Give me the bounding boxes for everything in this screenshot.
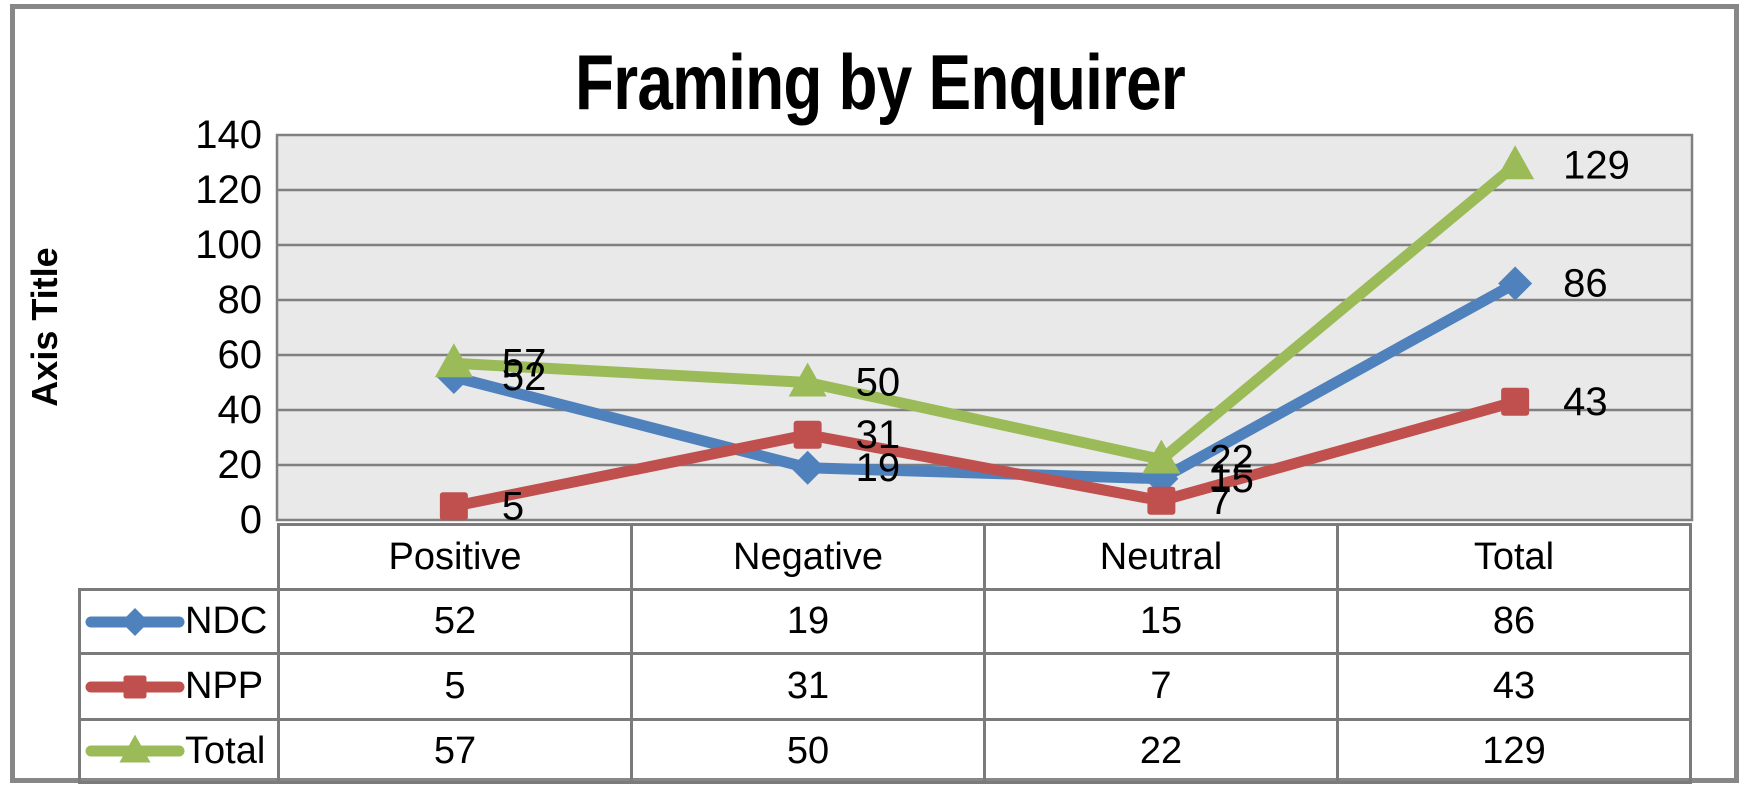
table-cell-ndc-positive: 52 bbox=[277, 588, 633, 655]
legend-key-marker bbox=[121, 607, 149, 636]
series-line-total bbox=[448, 159, 1521, 465]
table-row-npp: NPP 5 31 7 43 bbox=[78, 652, 1692, 721]
series-marker-npp bbox=[1501, 387, 1530, 416]
diamond-legend-glyph bbox=[85, 607, 185, 636]
legend-key-marker bbox=[119, 734, 151, 763]
data-label: 129 bbox=[1563, 143, 1630, 187]
table-corner-blank bbox=[80, 525, 279, 590]
data-label: 50 bbox=[856, 361, 901, 405]
chart-data-table: Positive Negative Neutral Total NDC 52 1… bbox=[78, 523, 1692, 784]
series-marker-npp bbox=[1147, 486, 1176, 515]
table-cell-npp-positive: 5 bbox=[277, 652, 633, 721]
y-tick-label: 20 bbox=[217, 443, 263, 487]
table-cell-ndc-total: 86 bbox=[1336, 588, 1692, 655]
series-marker-total bbox=[434, 343, 473, 378]
data-label: 22 bbox=[1209, 438, 1254, 482]
series-marker-total bbox=[1496, 145, 1535, 180]
data-label: 31 bbox=[856, 413, 901, 457]
data-label: 43 bbox=[1563, 380, 1608, 424]
legend-key-marker bbox=[123, 675, 147, 698]
table-cell-npp-negative: 31 bbox=[630, 652, 986, 721]
series-marker-ndc bbox=[1498, 266, 1533, 301]
y-tick-label: 40 bbox=[217, 388, 263, 432]
y-tick-label: 60 bbox=[217, 333, 263, 377]
table-cell-total-positive: 57 bbox=[277, 718, 633, 784]
chart-title: Framing by Enquirer bbox=[575, 38, 1186, 126]
y-tick-label: 100 bbox=[195, 223, 262, 267]
plot-border bbox=[275, 133, 1694, 522]
legend-label-ndc: NDC bbox=[185, 600, 268, 642]
legend-label-npp: NPP bbox=[185, 665, 264, 707]
column-header-total: Total bbox=[1336, 523, 1692, 591]
legend-label-total: Total bbox=[185, 729, 266, 772]
table-cell-total-total: 129 bbox=[1336, 718, 1692, 784]
legend-cell-npp: NPP bbox=[78, 652, 280, 721]
plot-background bbox=[277, 135, 1692, 520]
legend-cell-ndc: NDC bbox=[78, 588, 280, 655]
table-row-total: Total 57 50 22 129 bbox=[78, 718, 1692, 784]
series-marker-npp bbox=[793, 420, 822, 449]
total-series-legend-icon bbox=[85, 734, 185, 768]
table-cell-npp-total: 43 bbox=[1336, 652, 1692, 721]
series-marker-total bbox=[1142, 439, 1181, 474]
ndc-series-legend-icon bbox=[85, 605, 185, 639]
column-header-positive: Positive bbox=[277, 523, 633, 591]
column-header-negative: Negative bbox=[630, 523, 986, 591]
y-tick-label: 120 bbox=[195, 168, 262, 212]
table-cell-ndc-negative: 19 bbox=[630, 588, 986, 655]
square-legend-glyph bbox=[85, 675, 185, 698]
column-header-neutral: Neutral bbox=[983, 523, 1339, 591]
y-tick-label: 80 bbox=[217, 278, 263, 322]
y-tick-label: 0 bbox=[239, 498, 262, 542]
data-label: 86 bbox=[1563, 262, 1608, 306]
legend-cell-total: Total bbox=[78, 718, 280, 784]
data-label: 52 bbox=[502, 355, 547, 399]
table-cell-total-negative: 50 bbox=[630, 718, 986, 784]
data-label: 5 bbox=[502, 484, 524, 528]
triangle-legend-glyph bbox=[85, 734, 185, 763]
table-cell-npp-neutral: 7 bbox=[983, 652, 1339, 721]
data-label: 19 bbox=[856, 446, 901, 490]
table-row-ndc: NDC 52 19 15 86 bbox=[78, 588, 1692, 655]
series-line-npp bbox=[448, 396, 1521, 512]
data-label: 15 bbox=[1209, 457, 1254, 501]
table-cell-total-neutral: 22 bbox=[983, 718, 1339, 784]
y-tick-label: 140 bbox=[195, 113, 262, 157]
data-label: 7 bbox=[1209, 479, 1231, 523]
series-marker-total bbox=[788, 362, 827, 397]
npp-series-legend-icon bbox=[85, 670, 185, 704]
table-header-row: Positive Negative Neutral Total bbox=[80, 523, 1692, 591]
data-label: 57 bbox=[502, 341, 547, 385]
table-cell-ndc-neutral: 15 bbox=[983, 588, 1339, 655]
series-marker-npp bbox=[439, 492, 468, 521]
series-marker-ndc bbox=[790, 450, 825, 485]
